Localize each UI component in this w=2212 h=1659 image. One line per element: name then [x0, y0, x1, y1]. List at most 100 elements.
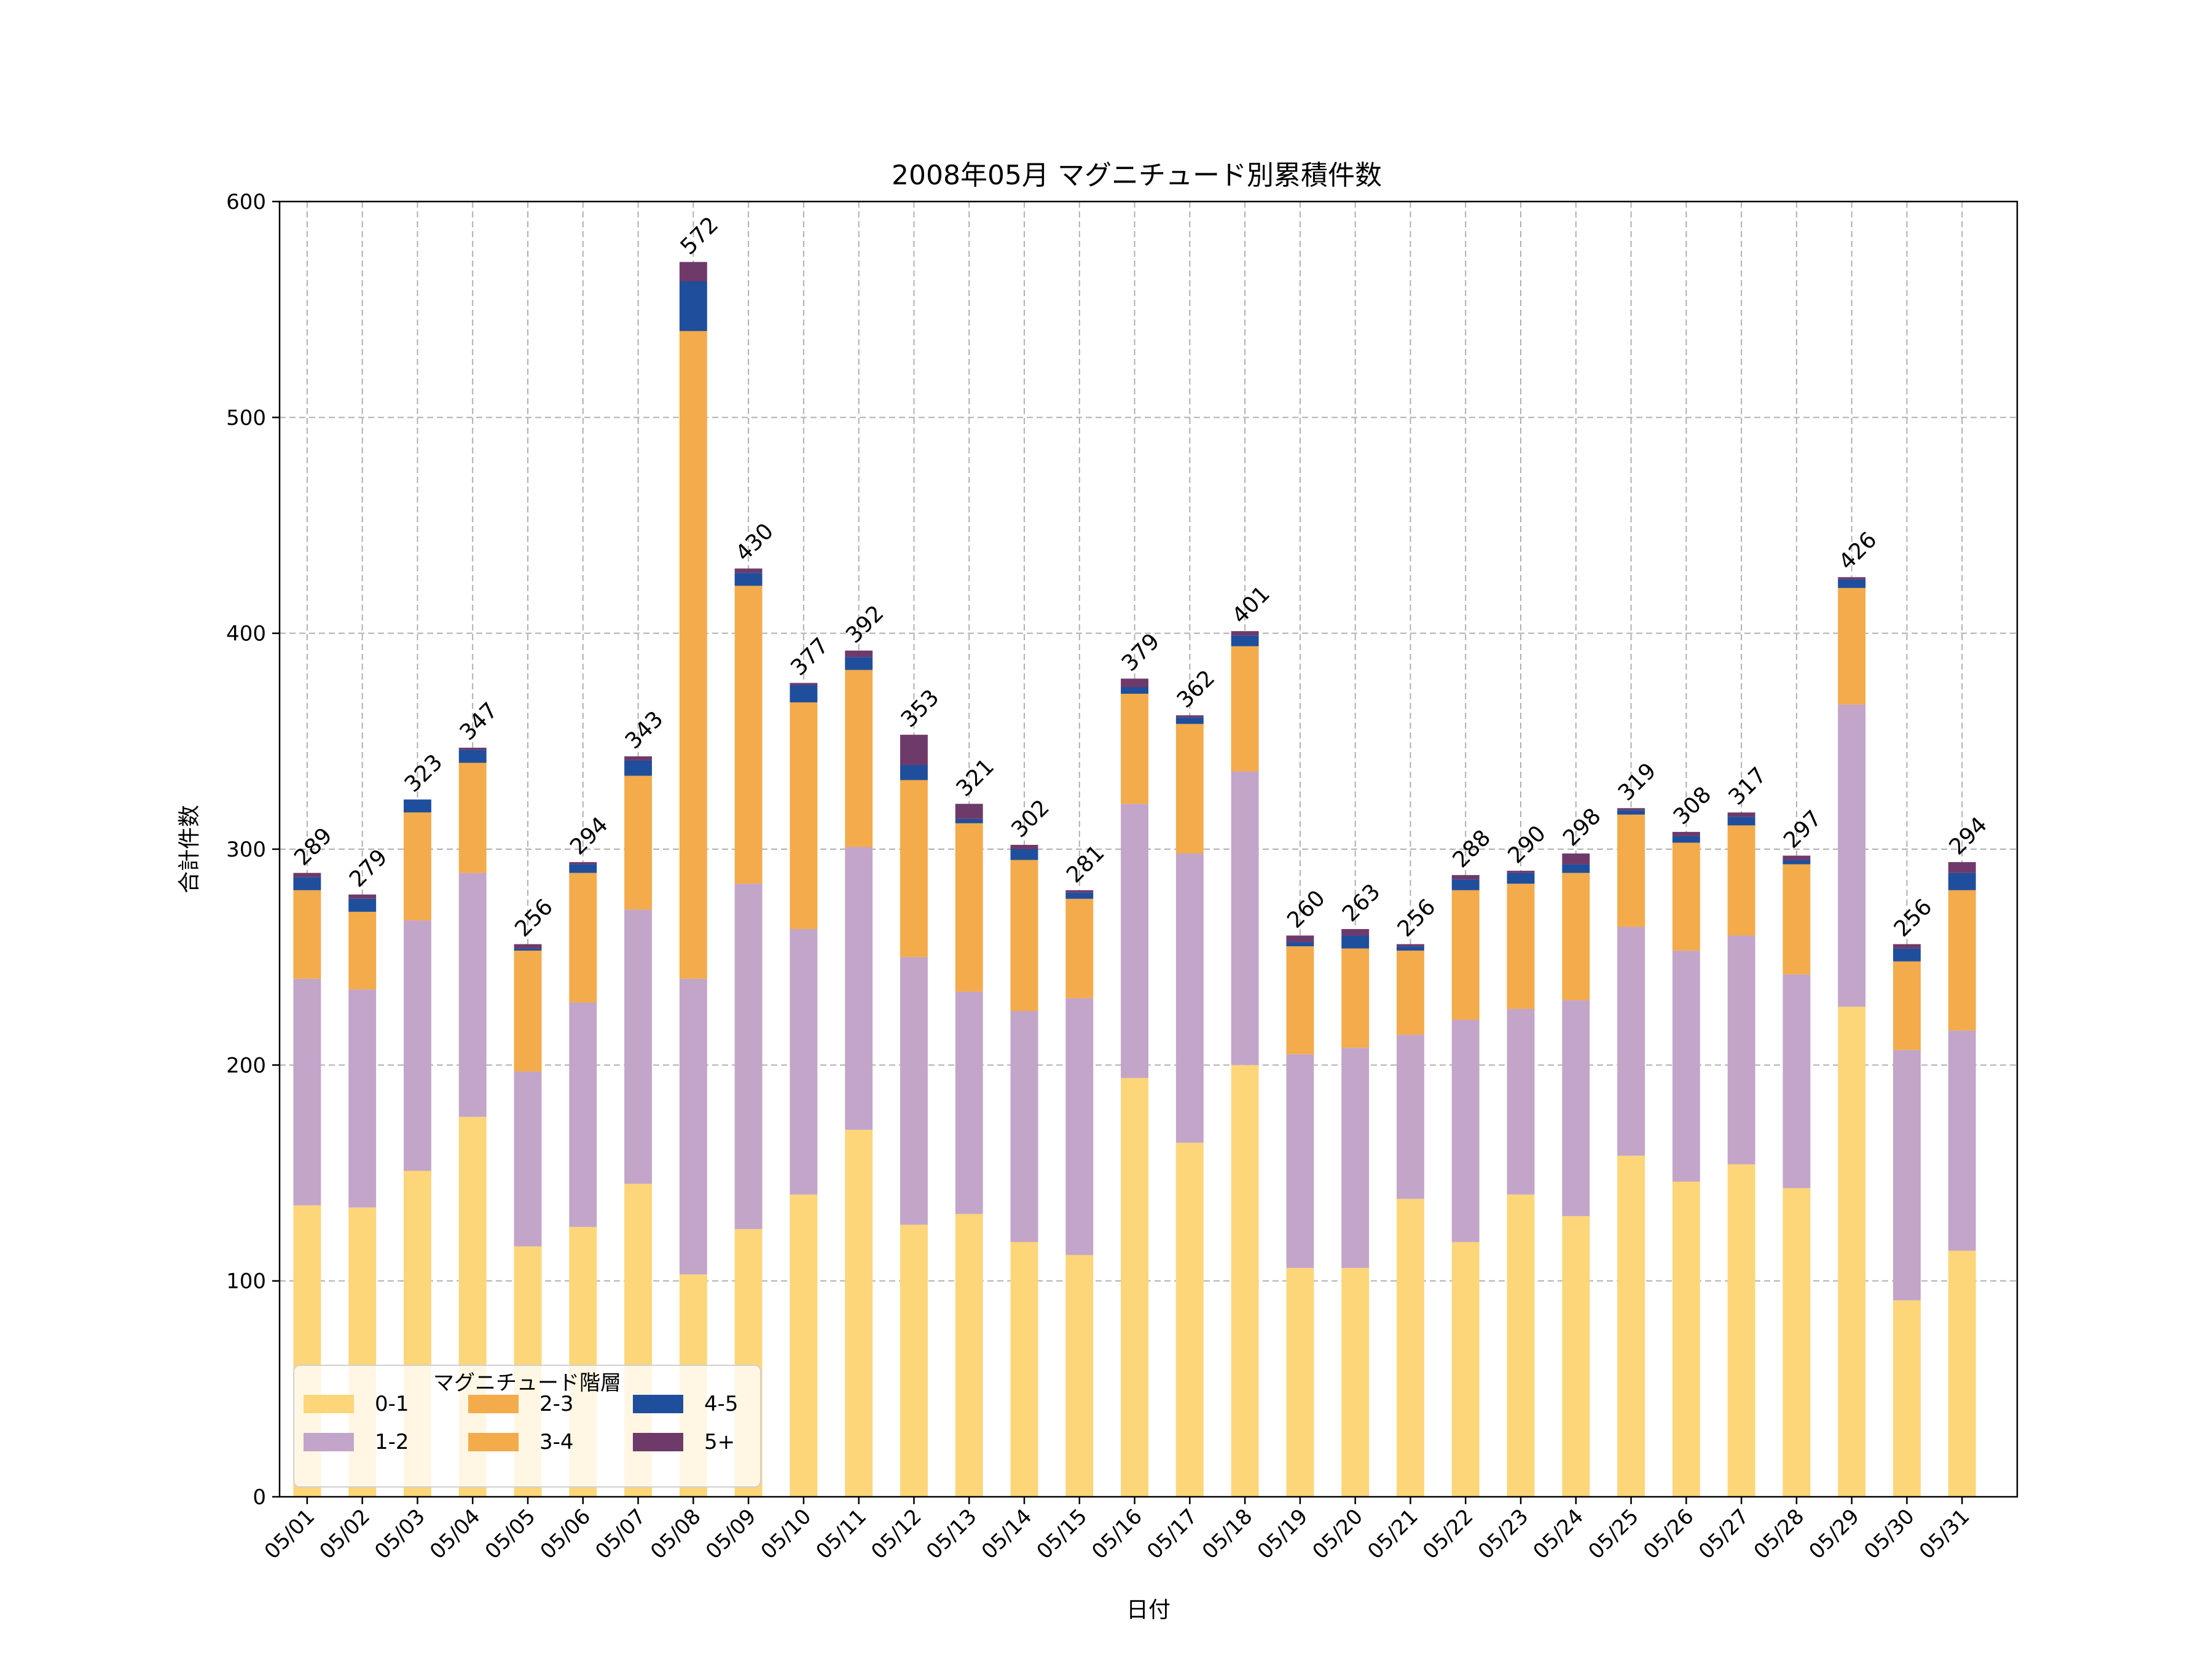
legend-swatch-1-2: [304, 1433, 354, 1451]
bar-segment-2-3: [1175, 724, 1204, 854]
bar-segment-5+: [1838, 577, 1866, 579]
bar-segment-1-2: [569, 1002, 597, 1227]
y-tick-label: 100: [226, 1269, 266, 1294]
legend-label-5+: 5+: [704, 1430, 735, 1454]
bar-segment-5+: [845, 650, 873, 657]
bar-segment-0-1: [1451, 1242, 1480, 1497]
bar-segment-1-2: [458, 873, 487, 1117]
bar-segment-0-1: [1507, 1194, 1535, 1497]
legend: マグニチュード階層 0-1 1-2 2-3 3-4 4-5 5+: [293, 1365, 761, 1488]
bar-segment-5+: [1507, 871, 1535, 873]
bar-segment-2-3: [1672, 842, 1700, 951]
bar-segment-2-3: [1010, 860, 1038, 1011]
bar-segment-4-5: [1286, 942, 1314, 947]
bar-segment-1-2: [1507, 1008, 1535, 1195]
legend-label-3-4: 3-4: [539, 1430, 574, 1454]
bar-segment-5+: [1341, 928, 1370, 936]
bar-segment-4-5: [734, 573, 763, 586]
bar-segment-2-3: [790, 702, 818, 929]
bar-segment-1-2: [1617, 927, 1645, 1156]
y-tick-label: 300: [226, 837, 266, 862]
bar-segment-2-3: [1838, 587, 1866, 705]
bar-segment-4-5: [1010, 849, 1038, 860]
bar-segment-0-1: [1783, 1188, 1811, 1497]
chart-title: 2008年05月 マグニチュード別累積件数: [892, 160, 1382, 191]
bar-segment-4-5: [1397, 946, 1424, 951]
bar-segment-4-5: [1175, 717, 1204, 724]
bar-segment-4-5: [1231, 635, 1259, 646]
bar-segment-0-1: [1893, 1300, 1921, 1497]
bar-segment-0-1: [1065, 1255, 1094, 1497]
bar-segment-5+: [1893, 944, 1921, 949]
bar-segment-4-5: [348, 898, 377, 912]
bar-segment-1-2: [1451, 1019, 1480, 1242]
bar-segment-0-1: [1562, 1216, 1590, 1497]
bar-segment-2-3: [1231, 646, 1259, 772]
bar-segment-4-5: [1121, 687, 1148, 694]
bar-segment-5+: [1672, 831, 1700, 836]
bar-segment-5+: [624, 756, 652, 761]
bar-segment-2-3: [679, 331, 707, 979]
bar-segment-5+: [1286, 935, 1314, 943]
bar-segment-4-5: [790, 684, 818, 703]
bar-segment-1-2: [900, 957, 928, 1225]
bar-segment-2-3: [404, 812, 431, 920]
bar-segment-4-5: [1617, 810, 1645, 815]
bar-segment-2-3: [734, 586, 763, 884]
bar-segment-5+: [569, 862, 597, 865]
bar-segment-1-2: [1893, 1049, 1921, 1301]
bar-segment-0-1: [1010, 1242, 1038, 1497]
bar-segment-5+: [514, 944, 542, 949]
bar-segment-4-5: [955, 818, 983, 823]
bar-segment-2-3: [1893, 961, 1921, 1050]
bar-segment-0-1: [1672, 1182, 1700, 1497]
bar-segment-2-3: [1562, 873, 1590, 1000]
bar-segment-2-3: [845, 670, 873, 847]
bar-segment-5+: [1562, 853, 1590, 865]
bar-segment-1-2: [348, 989, 377, 1208]
y-axis-label: 合計件数: [177, 805, 202, 893]
bar-segment-1-2: [1397, 1035, 1424, 1199]
bar-segment-5+: [1451, 875, 1480, 880]
legend-title: マグニチュード階層: [433, 1371, 621, 1395]
bar-segment-1-2: [1838, 704, 1866, 1007]
bar-segment-2-3: [1783, 864, 1811, 975]
bar-segment-4-5: [1672, 836, 1700, 843]
legend-swatch-3-4: [468, 1433, 519, 1451]
legend-swatch-4-5: [633, 1395, 683, 1413]
bar-segment-5+: [734, 568, 763, 573]
bar-segment-0-1: [955, 1214, 983, 1497]
bar-segment-2-3: [569, 873, 597, 1003]
bar-segment-5+: [1231, 631, 1259, 636]
legend-label-1-2: 1-2: [375, 1430, 409, 1454]
legend-label-2-3: 2-3: [539, 1392, 574, 1416]
bar-segment-0-1: [1286, 1268, 1314, 1497]
bar-segment-4-5: [1341, 935, 1370, 949]
bar-segment-0-1: [790, 1194, 818, 1497]
bar-segment-1-2: [955, 991, 983, 1214]
bar-segment-2-3: [1617, 814, 1645, 927]
legend-label-0-1: 0-1: [375, 1392, 409, 1416]
bar-segment-4-5: [845, 657, 873, 670]
bar-segment-1-2: [1727, 935, 1755, 1164]
bar-segment-2-3: [900, 780, 928, 957]
bar-segment-2-3: [1121, 694, 1148, 804]
bar-segment-2-3: [624, 775, 652, 910]
y-tick-label: 200: [226, 1053, 266, 1078]
bar-segment-5+: [1783, 855, 1811, 860]
bar-segment-2-3: [1341, 948, 1370, 1048]
bar-segment-5+: [1727, 812, 1755, 817]
bar-segment-1-2: [1286, 1054, 1314, 1268]
bar-segment-5+: [955, 804, 983, 819]
y-axis: 0 100 200 300 400 500 600: [226, 190, 280, 1510]
y-tick-label: 600: [226, 190, 266, 214]
bar-segment-0-1: [1397, 1199, 1424, 1497]
bar-segment-4-5: [679, 281, 707, 331]
y-tick-label: 500: [226, 406, 266, 430]
bar-segment-1-2: [1231, 771, 1259, 1065]
bar-segment-1-2: [1010, 1011, 1038, 1242]
legend-label-4-5: 4-5: [704, 1392, 739, 1416]
bar-segment-4-5: [1507, 873, 1535, 884]
bar-segment-4-5: [1727, 817, 1755, 826]
bar-segment-5+: [1065, 890, 1094, 893]
